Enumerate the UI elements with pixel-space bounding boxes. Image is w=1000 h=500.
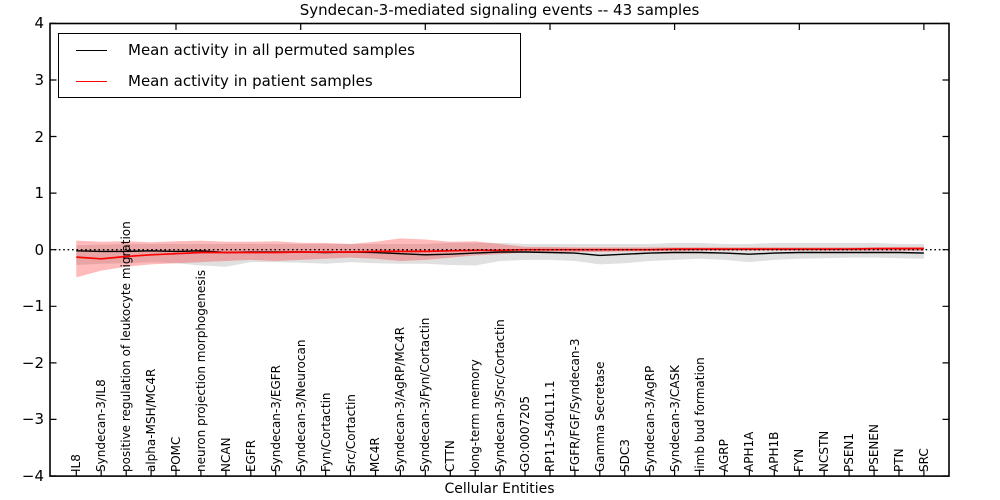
y-tick-label: −1: [21, 297, 44, 316]
x-tick-label: PTN: [891, 448, 906, 472]
x-tick-label: Syndecan-3/Fyn/Cortactin: [418, 317, 433, 472]
y-tick-label: 1: [34, 184, 44, 203]
x-tick-label: Syndecan-3/IL8: [94, 379, 109, 472]
band-patient: [76, 238, 924, 278]
x-tick-label: long-term memory: [468, 359, 483, 472]
x-tick-label: POMC: [169, 436, 184, 472]
y-tick-label: −3: [21, 410, 44, 429]
x-tick-label: NCSTN: [817, 430, 832, 472]
x-tick-label: neuron projection morphogenesis: [193, 269, 208, 472]
x-tick-label: MC4R: [368, 437, 383, 472]
legend-label: Mean activity in patient samples: [128, 72, 373, 90]
legend: Mean activity in all permuted samples Me…: [58, 33, 521, 98]
x-tick-label: SRC: [916, 448, 931, 472]
x-tick-label: alpha-MSH/MC4R: [144, 368, 159, 472]
x-tick-label: PSENEN: [867, 424, 882, 472]
x-tick-label: FYN: [792, 448, 807, 472]
x-tick-label: IL8: [69, 454, 84, 472]
plot-frame: [49, 22, 950, 477]
legend-item-patient: Mean activity in patient samples: [59, 66, 520, 97]
x-tick-label: APH1B: [767, 431, 782, 472]
legend-label: Mean activity in all permuted samples: [128, 41, 415, 59]
legend-item-permuted: Mean activity in all permuted samples: [59, 35, 520, 66]
x-tick-label: limb bud formation: [692, 357, 707, 472]
x-tick-label: SDC3: [617, 439, 632, 472]
x-tick-label: Syndecan-3/AgRP/MC4R: [393, 326, 408, 472]
x-tick-label: AGRP: [717, 439, 732, 472]
x-tick-label: Syndecan-3/EGFR: [268, 364, 283, 472]
x-tick-label: Fyn/Cortactin: [318, 392, 333, 472]
x-tick-label: positive regulation of leukocyte migrati…: [119, 221, 134, 472]
x-tick-label: PSEN1: [842, 432, 857, 472]
x-tick-label: CTTN: [443, 440, 458, 472]
x-tick-label: Syndecan-3/CASK: [667, 365, 682, 472]
x-axis-label: Cellular Entities: [444, 481, 555, 497]
x-tick-label: EGFR: [243, 439, 258, 472]
x-tick-label: FGFR/FGF/Syndecan-3: [567, 338, 582, 472]
y-tick-label: −2: [21, 353, 44, 372]
x-tick-label: Gamma Secretase: [592, 361, 607, 472]
legend-line-black-icon: [76, 49, 107, 51]
y-tick-label: 2: [34, 127, 44, 146]
x-tick-label: GO:0007205: [518, 395, 533, 472]
y-tick-label: −4: [21, 467, 44, 485]
chart-title: Syndecan-3-mediated signaling events -- …: [299, 1, 700, 19]
x-tick-label: Syndecan-3/Src/Cortactin: [493, 319, 508, 472]
legend-line-red-icon: [76, 80, 107, 82]
x-tick-label: APH1A: [742, 431, 757, 472]
x-tick-label: NCAN: [218, 437, 233, 472]
x-tick-label: Syndecan-3/AgRP: [642, 365, 657, 472]
x-tick-label: Src/Cortactin: [343, 394, 358, 472]
x-tick-label: Syndecan-3/Neurocan: [293, 339, 308, 472]
y-tick-label: 3: [34, 70, 44, 89]
x-tick-label: RP11-540L11.1: [542, 380, 557, 472]
y-tick-label: 0: [34, 240, 44, 259]
y-tick-label: 4: [34, 14, 44, 33]
